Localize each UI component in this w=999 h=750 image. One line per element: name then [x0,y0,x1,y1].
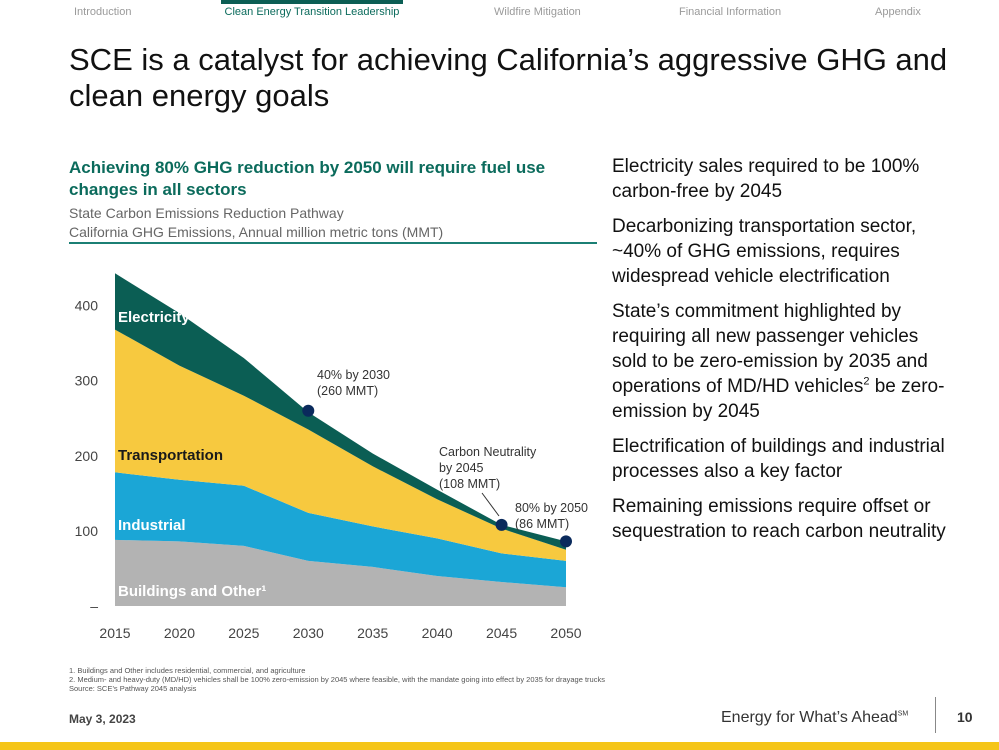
footer-divider [935,697,936,733]
x-tick-label: 2045 [486,625,517,641]
key-point: Decarbonizing transportation sector, ~40… [612,216,917,287]
brand-bottom-bar [0,742,999,750]
footnote-1: 1. Buildings and Other includes resident… [69,666,306,675]
key-point: Remaining emissions require offset or se… [612,496,946,542]
annotation-2045-line3: (108 MMT) [439,477,500,491]
label-transportation: Transportation [118,447,223,464]
nav-tab-financial[interactable]: Financial Information [679,6,782,18]
service-mark: SM [897,710,909,718]
milestone-marker [302,404,315,417]
nav-tab-appendix[interactable]: Appendix [875,6,921,18]
annotation-2045-leader [481,492,500,517]
y-tick-label: 100 [75,523,99,539]
annotation-2050-line1: 80% by 2050 [515,501,588,515]
annotation-2045-line1: Carbon Neutrality [439,445,537,459]
slide-date: May 3, 2023 [69,712,136,726]
area-transportation [115,329,566,561]
slide-title: SCE is a catalyst for achieving Californ… [69,42,948,113]
x-tick-label: 2030 [293,625,324,641]
x-tick-label: 2020 [164,625,195,641]
footnote-ref: 2 [863,375,870,388]
heading-divider [69,242,597,244]
annotation-2050-line2: (86 MMT) [515,517,569,531]
nav-tab-clean-energy[interactable]: Clean Energy Transition Leadership [221,0,403,24]
x-tick-label: 2050 [550,625,581,641]
brand-tagline: Energy for What’s AheadSM [721,709,908,727]
milestone-marker [495,518,508,531]
y-tick-label: 400 [75,298,99,314]
y-tick-label: – [90,598,98,614]
y-tick-label: 300 [75,373,99,389]
x-tick-label: 2035 [357,625,388,641]
nav-tab-introduction[interactable]: Introduction [74,6,132,18]
key-point: State’s commitment highlighted by requir… [612,299,952,424]
footnotes: 1. Buildings and Other includes resident… [69,666,605,693]
tagline-text: Energy for What’s Ahead [721,709,898,726]
key-point: Electricity sales required to be 100% ca… [612,156,920,202]
key-point-text: State’s commitment highlighted by requir… [612,301,928,397]
milestone-marker [560,535,572,548]
footnote-2: 2. Medium- and heavy-duty (MD/HD) vehicl… [69,675,605,684]
section-nav: Introduction Clean Energy Transition Lea… [0,0,999,24]
area-industrial [115,472,566,588]
footnote-source: Source: SCE’s Pathway 2045 analysis [69,684,197,693]
annotation-2030-line1: 40% by 2030 [317,368,390,382]
nav-tab-wildfire[interactable]: Wildfire Mitigation [494,6,581,18]
y-tick-label: 200 [75,448,99,464]
page-number: 10 [957,709,973,725]
area-buildings-and-other [115,539,566,606]
emissions-area-chart: – 100 200 300 400 2015 2020 2025 2030 2035 2040 20… [75,273,588,641]
chart-subtitle: State Carbon Emissions Reduction Pathway [69,205,344,221]
x-tick-label: 2040 [422,625,453,641]
key-point: Electrification of buildings and industr… [612,436,945,482]
x-tick-label: 2025 [228,625,259,641]
x-tick-label: 2015 [99,625,130,641]
key-points: Electricity sales required to be 100% ca… [612,154,952,554]
chart-heading: Achieving 80% GHG reduction by 2050 will… [69,158,546,199]
annotation-2030-line2: (260 MMT) [317,384,378,398]
chart-units: California GHG Emissions, Annual million… [69,224,444,240]
label-industrial: Industrial [118,517,186,534]
label-buildings: Buildings and Other¹ [118,583,266,600]
key-point-text: be zero-emission by 2045 [612,376,945,422]
annotation-2045-line2: by 2045 [439,461,484,475]
label-electricity: Electricity [118,309,190,326]
